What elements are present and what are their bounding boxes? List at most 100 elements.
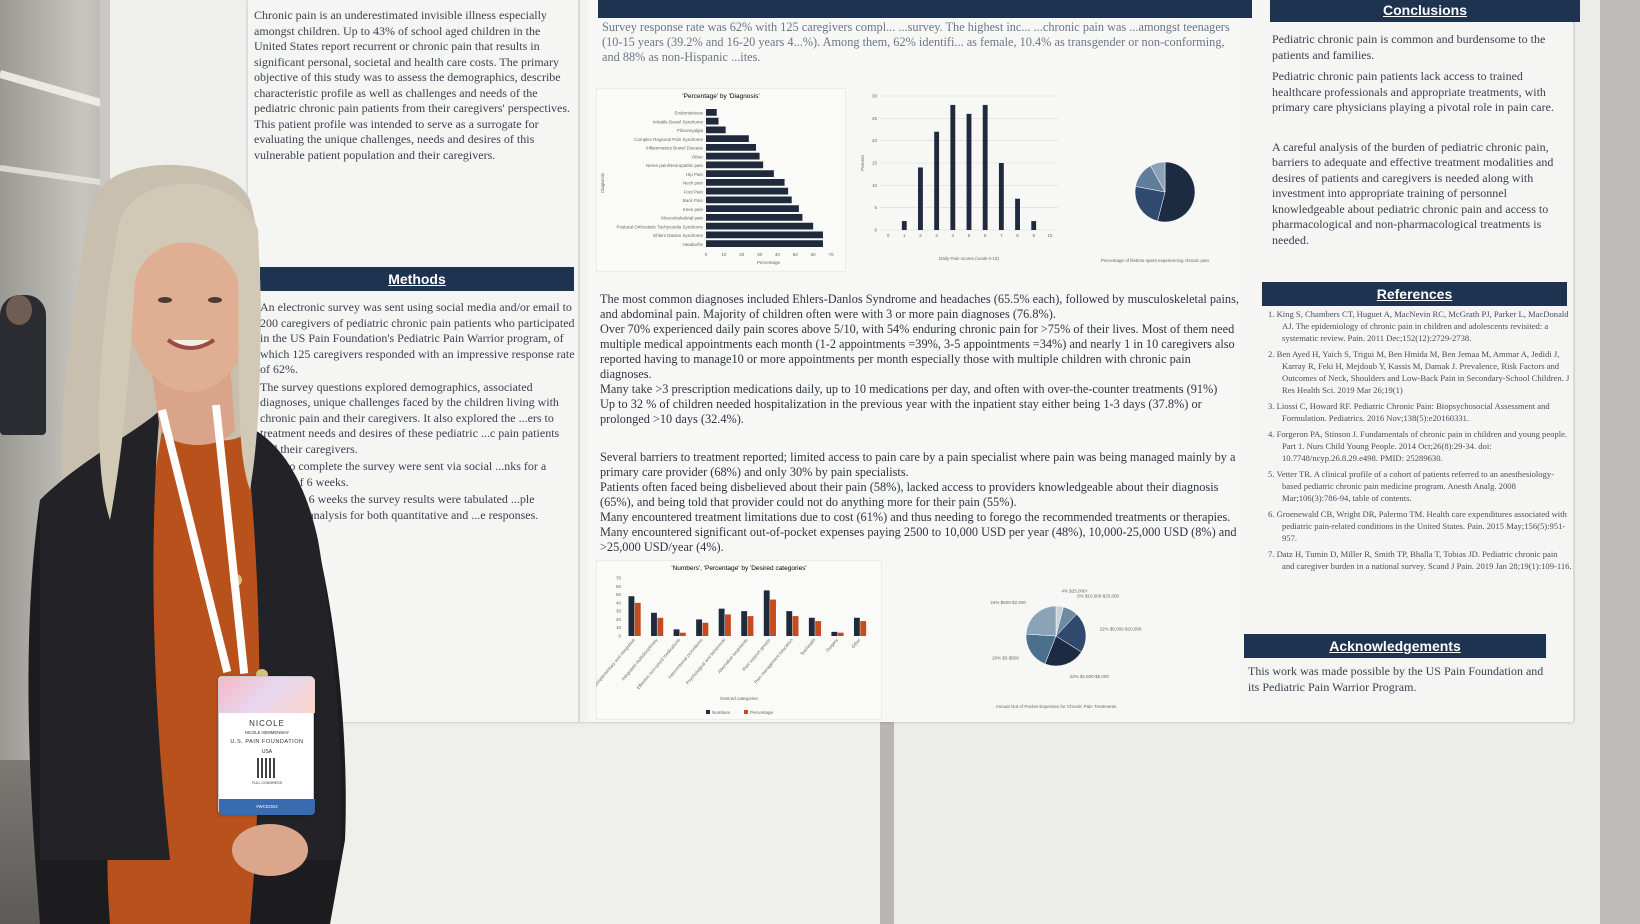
legend-swatch: [706, 710, 710, 714]
x-axis-label: Daily Pain scores (scale 0-10): [939, 256, 999, 261]
x-tick-label: 8: [1016, 233, 1019, 238]
pie-label: 24% $500-$2,500: [990, 600, 1026, 605]
bar: [706, 222, 814, 230]
y-tick-label: 10: [616, 625, 622, 630]
conclusions-section: Pediatric chronic pain is common and bur…: [1272, 32, 1572, 250]
poster-column-right: [1240, 0, 1575, 722]
badge-name: NICOLE: [249, 719, 285, 728]
category-label: Irritable Bowel Syndrome: [653, 119, 704, 124]
methods-paragraph: ...d of the 6 weeks the survey results w…: [260, 492, 539, 522]
barriers-paragraph: Patients often faced being disbelieved a…: [600, 480, 1219, 509]
bar: [950, 104, 956, 230]
category-label: Postural Orthostatic Tachycardia Syndrom…: [617, 224, 704, 229]
chart-background: [596, 560, 882, 720]
y-tick-label: 50: [616, 592, 622, 597]
category-label: Knee pain: [683, 207, 704, 212]
reference-item: 7. Datz H, Tumin D, Miller R, Smith TP, …: [1268, 549, 1572, 571]
x-tick-label: 60: [811, 252, 817, 257]
bar: [725, 614, 731, 636]
pie-label: 22% $2,500-$5,000: [1070, 674, 1110, 679]
results-paragraph: Over 70% experienced daily pain scores a…: [600, 322, 1235, 381]
results-paragraph: Many take >3 prescription medications da…: [600, 382, 1218, 396]
bar: [706, 205, 799, 212]
bar: [706, 231, 823, 239]
bar: [718, 608, 725, 636]
pie-slice: [1055, 613, 1087, 653]
methods-section: An electronic survey was sent using soci…: [260, 300, 576, 525]
badge-banner: [219, 677, 315, 713]
bar: [853, 617, 860, 636]
references-list: 1. King S, Chambers CT, Huguet A, MacNev…: [1262, 308, 1572, 576]
pie-label: 22% $5,000-$10,000: [1100, 626, 1142, 631]
y-tick-label: 15: [872, 161, 878, 166]
y-tick-label: 5: [874, 205, 877, 210]
category-label: Nerve pain/Neuropathic pain: [646, 163, 704, 168]
results-section: The most common diagnoses included Ehler…: [600, 292, 1240, 427]
bar: [679, 632, 686, 636]
legend-label: Numbers: [712, 710, 731, 715]
category-label: Inflammatory Bowel Disease: [646, 146, 704, 151]
acknowledgements-paragraph: This work was made possible by the US Pa…: [1248, 664, 1544, 694]
x-tick-label: 3: [935, 233, 938, 238]
category-label: Hip Pain: [686, 172, 704, 177]
bar: [634, 602, 641, 636]
bar: [706, 196, 792, 204]
pain-score-bar-chart: 0 5 10 15 20 25 30 0 1 2 3 4 5 6 7 8 9 10 Daily Pain score…: [860, 94, 1058, 261]
x-tick-label: 20: [739, 252, 745, 257]
expenses-pie-chart: 4% $25,000+8% $10,000-$25,000 22% $5,000-…: [990, 588, 1142, 709]
y-tick-label: 0: [874, 228, 877, 233]
category-label: Foot Pain: [684, 189, 704, 194]
x-tick-label: 70: [828, 252, 834, 257]
reference-item: 6. Groenewald CB, Wright DR, Palermo TM.…: [1268, 509, 1567, 543]
display-panel-edge: [1600, 0, 1640, 924]
bar: [706, 117, 719, 125]
category-label: Neck pain: [683, 181, 704, 186]
y-tick-label: 30: [872, 94, 878, 99]
x-tick-label: 6: [984, 233, 987, 238]
bar: [786, 611, 793, 636]
conclusions-paragraph: Pediatric chronic pain patients lack acc…: [1272, 69, 1554, 114]
reference-item: 4. Forgeron PA, Stinson J. Fundamentals …: [1268, 429, 1568, 463]
y-axis-label: Percent: [860, 154, 865, 170]
x-tick-label: 10: [721, 252, 727, 257]
y-tick-label: 10: [872, 183, 878, 188]
bar: [815, 621, 822, 636]
references-heading: References: [1262, 282, 1567, 306]
bar: [966, 113, 972, 230]
bar: [706, 109, 717, 116]
bar: [901, 221, 907, 230]
y-tick-label: 30: [616, 609, 622, 614]
intro-section: Chronic pain is an underestimated invisi…: [254, 8, 572, 165]
x-tick-label: 40: [775, 252, 781, 257]
bar: [763, 590, 770, 636]
x-tick-label: 30: [757, 252, 763, 257]
chart-title: 'Percentage' by 'Diagnosis': [682, 93, 759, 100]
x-axis-label: Desired categories: [720, 696, 758, 701]
chart-title: 'Numbers', 'Percentage' by 'Desired cate…: [671, 565, 806, 572]
reference-item: 1. King S, Chambers CT, Huguet A, MacNev…: [1268, 309, 1569, 343]
bar: [706, 152, 760, 160]
x-tick-label: 4: [952, 233, 955, 238]
acknowledgements-section: This work was made possible by the US Pa…: [1248, 664, 1548, 697]
badge-country: USA: [261, 749, 273, 755]
bar: [651, 612, 657, 636]
pie-label: 8% $10,000-$25,000: [1077, 593, 1119, 598]
barriers-paragraph: Several barriers to treatment reported; …: [600, 450, 1236, 479]
y-tick-label: 70: [616, 576, 622, 581]
x-tick-label: Other: [850, 637, 861, 649]
x-axis-label: Percentage: [757, 260, 781, 265]
results-header-strip: [598, 0, 1252, 18]
background-person-head: [6, 295, 32, 325]
bar: [706, 187, 789, 195]
x-tick-label: 10: [1047, 233, 1053, 238]
category-label: Ehlers Danlos Syndrome: [653, 233, 703, 238]
x-tick-label: 5: [968, 233, 971, 238]
bar: [770, 599, 776, 636]
bar: [831, 631, 838, 636]
reference-item: 3. Liossi C, Howard RF. Pediatric Chroni…: [1268, 401, 1550, 423]
diagnosis-bar-chart: 'Percentage' by 'Diagnosis' Endometriosis…: [596, 88, 846, 272]
bar: [702, 622, 709, 636]
pie-label: 4% $25,000+: [1062, 588, 1089, 593]
bar: [706, 170, 774, 177]
results-paragraph: Up to 32 % of children needed hospitaliz…: [600, 397, 1202, 426]
